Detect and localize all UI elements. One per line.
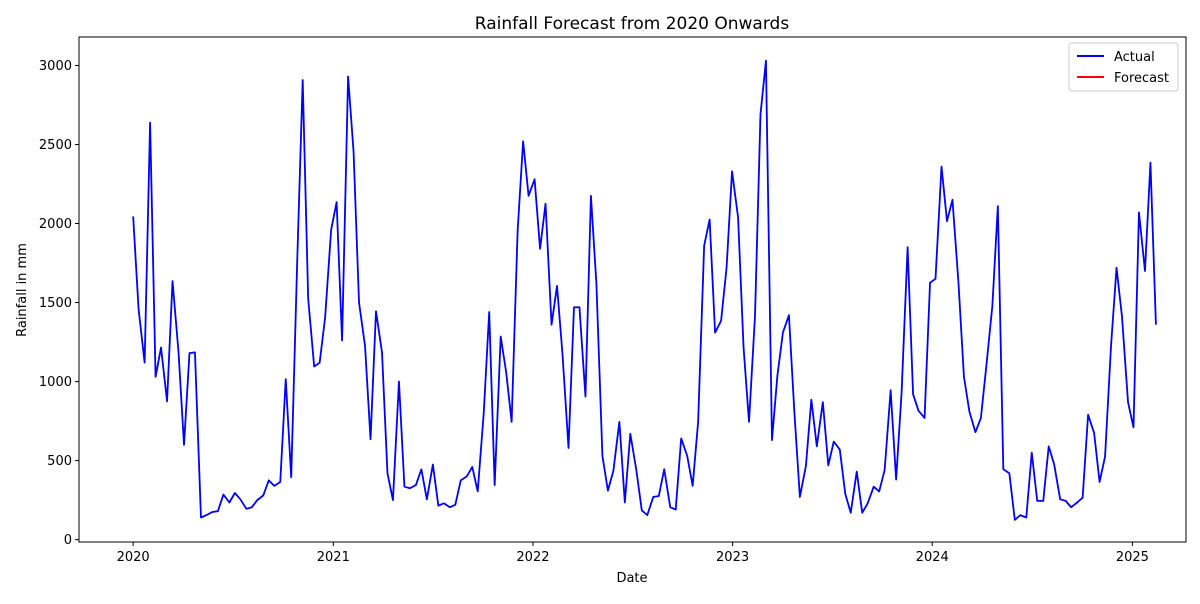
x-tick-label: 2022 (516, 550, 549, 565)
series-line-actual (132, 59, 1157, 521)
y-tick-label: 2000 (39, 217, 72, 232)
x-axis: 2020 2021 2022 2023 2024 2025 (117, 542, 1149, 565)
series-layer (132, 59, 1157, 521)
chart-title: Rainfall Forecast from 2020 Onwards (475, 14, 790, 34)
y-tick-label: 1000 (39, 375, 72, 390)
legend-forecast-label: Forecast (1114, 71, 1169, 86)
x-tick-label: 2021 (317, 550, 350, 565)
legend: Actual Forecast (1068, 42, 1179, 92)
y-tick-label: 0 (64, 533, 72, 548)
y-tick-label: 1500 (39, 296, 72, 311)
y-tick-label: 500 (47, 454, 72, 469)
x-tick-label: 2023 (716, 550, 749, 565)
legend-actual-label: Actual (1114, 50, 1155, 65)
x-tick-label: 2020 (117, 550, 150, 565)
y-tick-label: 2500 (39, 138, 72, 153)
plot-frame (78, 36, 1187, 543)
plot-area (79, 37, 1186, 542)
y-axis: 0 500 1000 1500 2000 2500 3000 (39, 59, 79, 548)
y-axis-label: Rainfall in mm (15, 243, 30, 337)
x-tick-label: 2025 (1116, 550, 1149, 565)
y-tick-label: 3000 (39, 59, 72, 74)
x-axis-label: Date (616, 571, 647, 586)
x-tick-label: 2024 (916, 550, 949, 565)
